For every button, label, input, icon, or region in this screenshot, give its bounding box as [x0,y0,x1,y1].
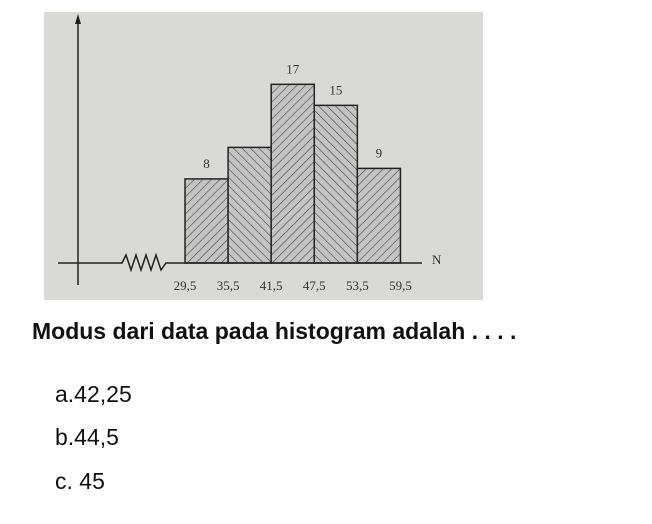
x-tick-label: 53,5 [346,278,369,293]
histogram: N 8 17 15 9 29,5 35,5 41,5 47,5 53,5 59,5 [44,12,483,300]
x-tick-label: 41,5 [260,278,283,293]
data-label: 17 [286,61,300,76]
y-axis-arrow [75,14,81,24]
x-tick-label: 29,5 [174,278,197,293]
bar [184,178,229,264]
x-tick-label: 35,5 [217,278,240,293]
bar [356,167,402,264]
option[interactable]: c. 45 [55,468,105,494]
data-label: 9 [376,145,383,160]
option[interactable]: a.42,25 [55,381,132,407]
bar [270,83,316,264]
data-label: 15 [329,82,342,97]
bar [313,104,359,264]
x-tick-label: 47,5 [303,278,326,293]
x-axis-label: N [432,252,442,267]
bar [227,146,272,264]
axis-break [58,252,185,273]
option[interactable]: b.44,5 [55,424,119,450]
data-label: 8 [203,156,210,171]
x-tick-label: 59,5 [389,278,412,293]
question: Modus dari data pada histogram adalah . … [32,318,517,344]
